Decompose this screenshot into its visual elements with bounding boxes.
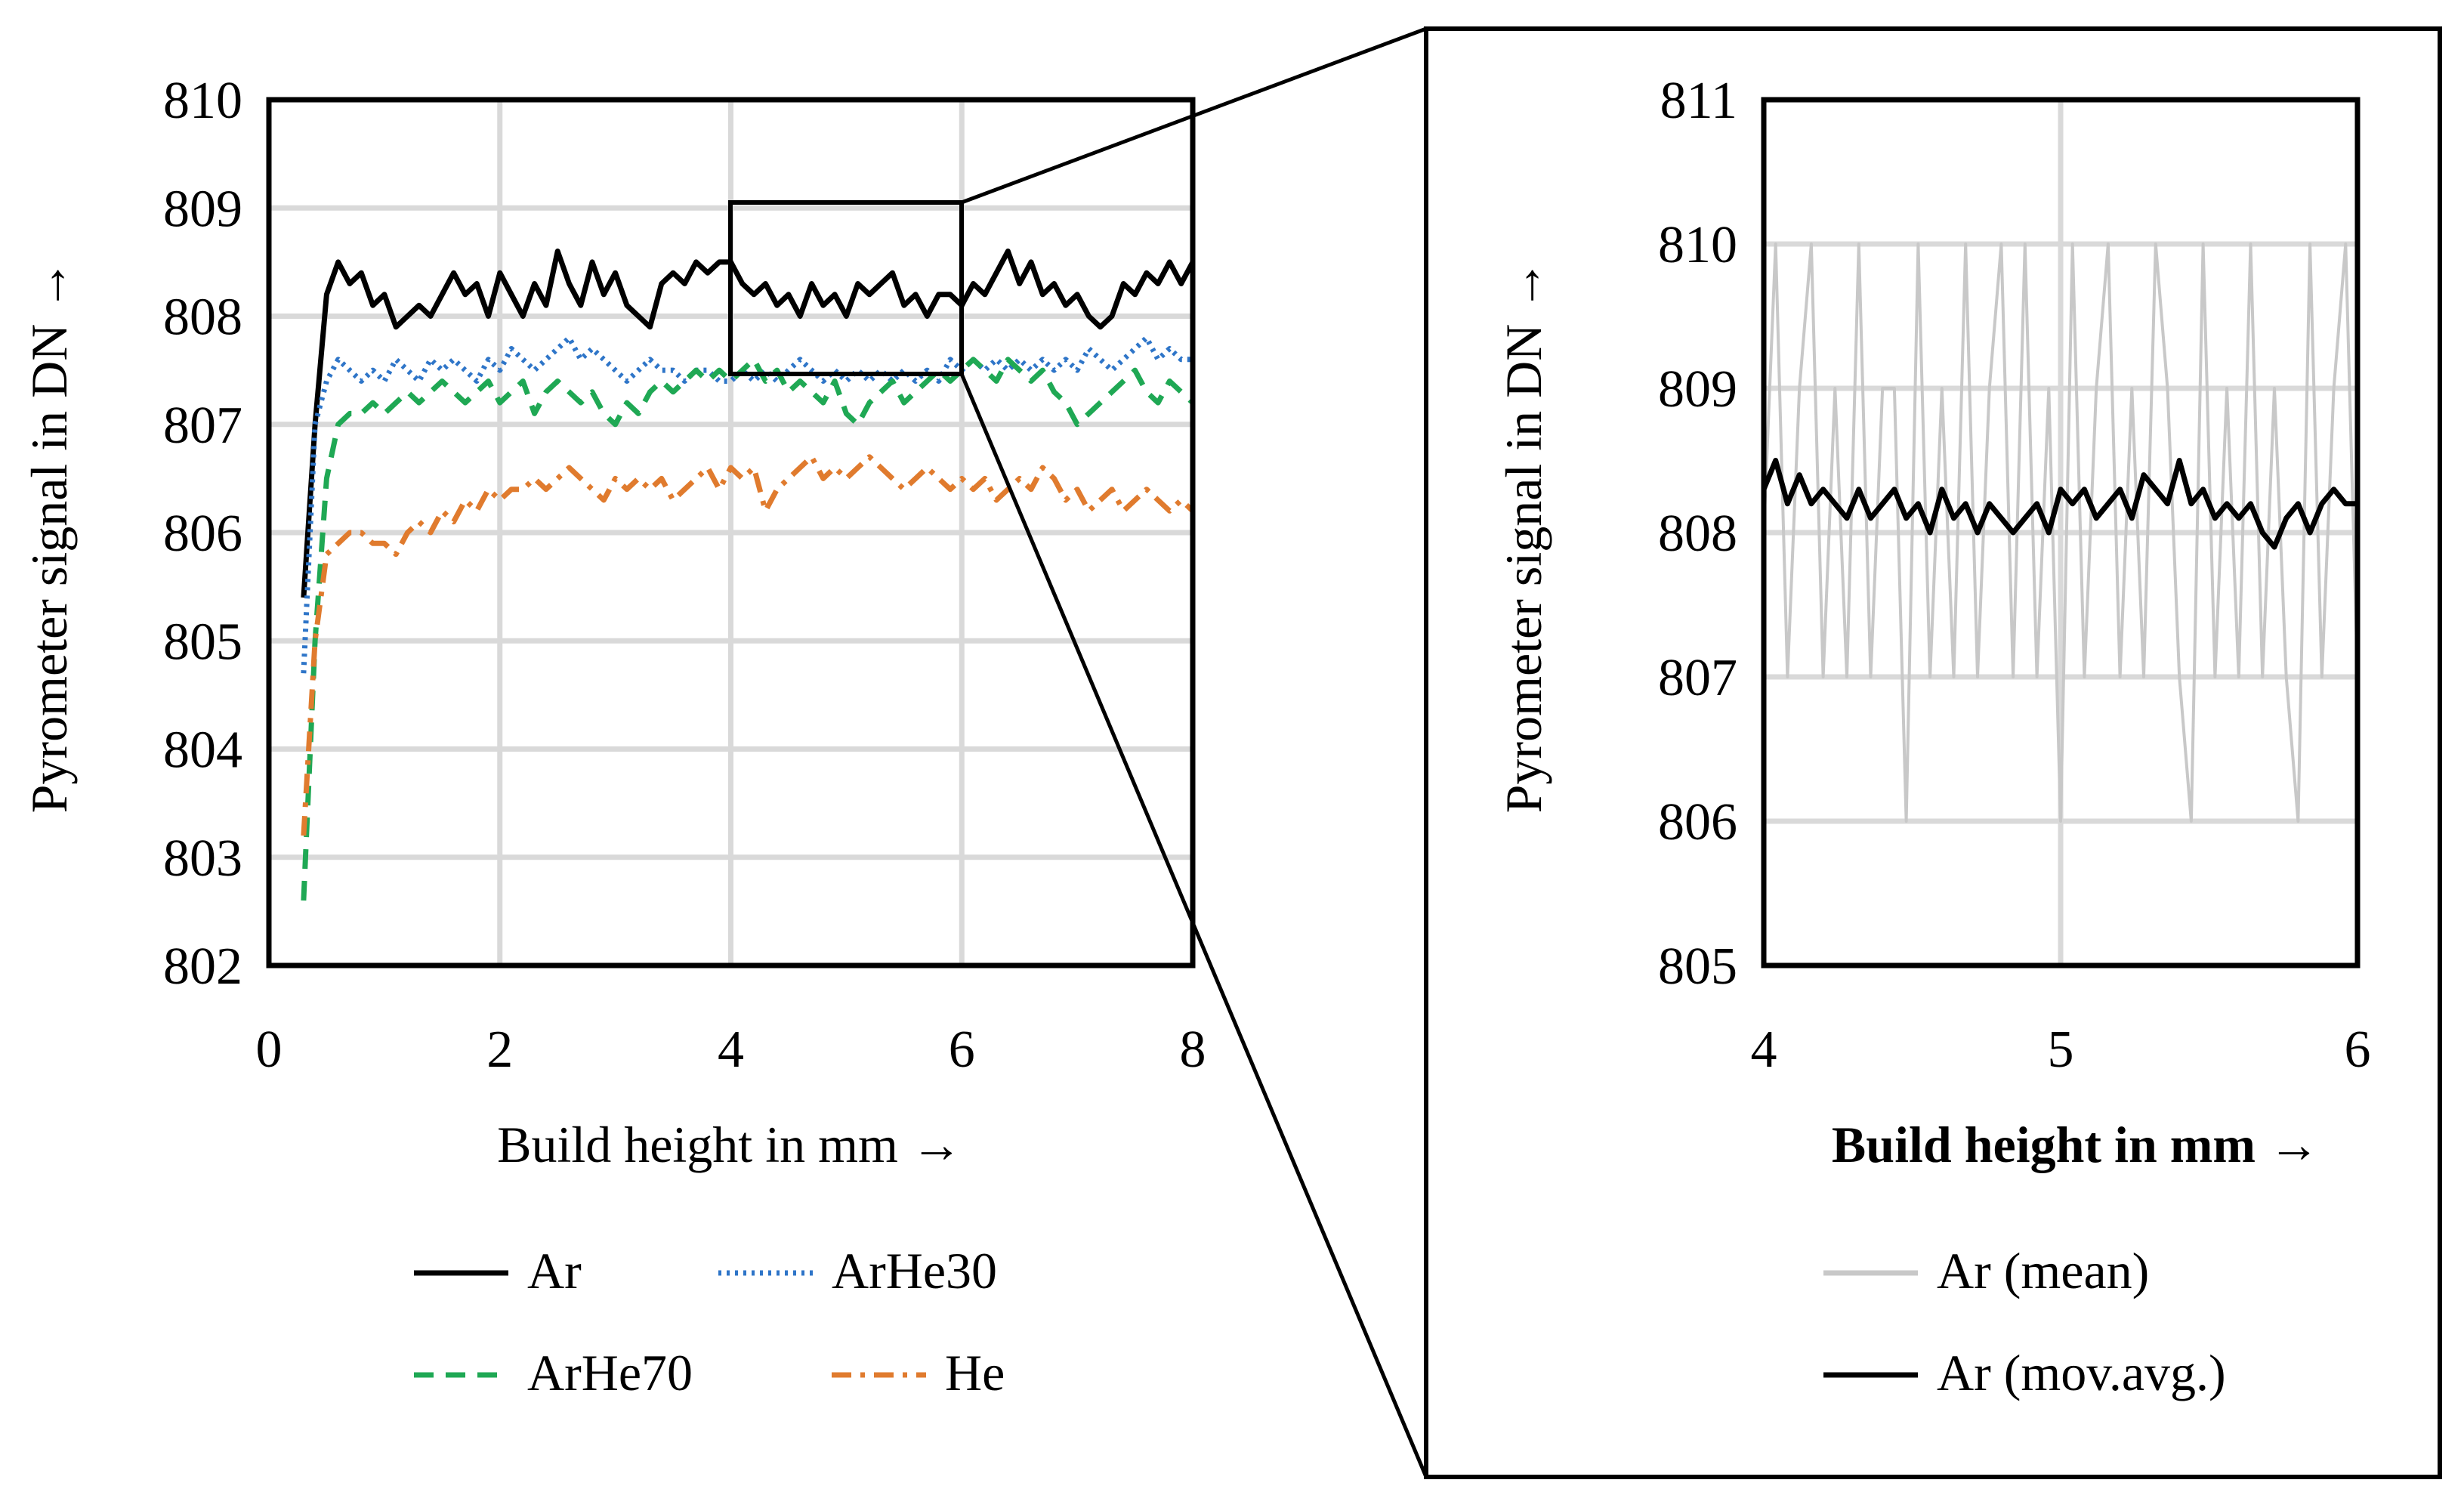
series-line-arhe70 bbox=[301, 357, 1195, 901]
zoom-region-box bbox=[728, 200, 964, 376]
zoom-connector-top bbox=[961, 26, 1427, 205]
y-tick-label: 803 bbox=[163, 830, 242, 888]
y-tick-label: 809 bbox=[1658, 360, 1737, 419]
y-tick-label: 810 bbox=[1658, 216, 1737, 274]
left-chart-ticks: 802 803 804 805 806 807 808 809 810 0 2 4 6 8 bbox=[163, 72, 1206, 1079]
y-tick-label: 805 bbox=[1658, 938, 1737, 996]
y-tick-label: 808 bbox=[1658, 505, 1737, 563]
left-legend: Ar ArHe30 ArHe70 He bbox=[414, 1242, 1005, 1401]
x-tick-label: 8 bbox=[1180, 1021, 1206, 1079]
legend-label: He bbox=[945, 1344, 1005, 1401]
y-tick-label: 806 bbox=[163, 505, 242, 563]
left-chart-series bbox=[301, 249, 1196, 901]
right-chart-ticks: 805 806 807 808 809 810 811 4 5 6 bbox=[1658, 72, 2371, 1079]
right-x-axis-title: Build height in mm → bbox=[1832, 1116, 2320, 1173]
left-y-axis-title: Pyrometer signal in DN → bbox=[20, 260, 78, 814]
series-line-ar-mean bbox=[1762, 243, 2359, 823]
y-tick-label: 806 bbox=[1658, 793, 1737, 851]
y-tick-label: 810 bbox=[163, 72, 242, 130]
legend-label: Ar bbox=[527, 1242, 582, 1299]
y-tick-label: 805 bbox=[163, 613, 242, 671]
x-tick-label: 4 bbox=[718, 1021, 744, 1079]
zoom-panel-frame bbox=[1424, 26, 2442, 1479]
y-tick-label: 804 bbox=[163, 721, 242, 780]
series-line-ar bbox=[301, 249, 1196, 598]
y-tick-label: 807 bbox=[1658, 649, 1737, 707]
x-tick-label: 6 bbox=[949, 1021, 975, 1079]
right-chart-series bbox=[1761, 243, 2359, 823]
y-tick-label: 802 bbox=[163, 938, 242, 996]
legend-label: Ar (mean) bbox=[1937, 1242, 2149, 1299]
right-plot-frame bbox=[1761, 97, 2361, 969]
y-tick-label: 809 bbox=[163, 180, 242, 238]
legend-label: Ar (mov.avg.) bbox=[1937, 1344, 2226, 1401]
zoom-connector-bottom bbox=[959, 373, 1428, 1478]
right-y-axis-title: Pyrometer signal in DN → bbox=[1495, 260, 1552, 814]
y-tick-label: 808 bbox=[163, 289, 242, 347]
series-line-he bbox=[301, 454, 1195, 836]
y-tick-label: 807 bbox=[163, 397, 242, 455]
legend-label: ArHe70 bbox=[527, 1344, 693, 1401]
y-tick-label: 811 bbox=[1660, 72, 1737, 130]
x-tick-label: 0 bbox=[256, 1021, 283, 1079]
x-tick-label: 5 bbox=[2048, 1021, 2074, 1079]
series-line-ar-mov-avg bbox=[1761, 458, 2357, 550]
left-x-axis-title: Build height in mm → bbox=[497, 1116, 962, 1173]
legend-label: ArHe30 bbox=[832, 1242, 997, 1299]
x-tick-label: 2 bbox=[486, 1021, 513, 1079]
right-legend: Ar (mean) Ar (mov.avg.) bbox=[1823, 1242, 2226, 1401]
x-tick-label: 6 bbox=[2345, 1021, 2371, 1079]
x-tick-label: 4 bbox=[1751, 1021, 1777, 1079]
series-line-arhe30 bbox=[301, 335, 1193, 674]
left-plot-frame bbox=[266, 97, 1196, 969]
